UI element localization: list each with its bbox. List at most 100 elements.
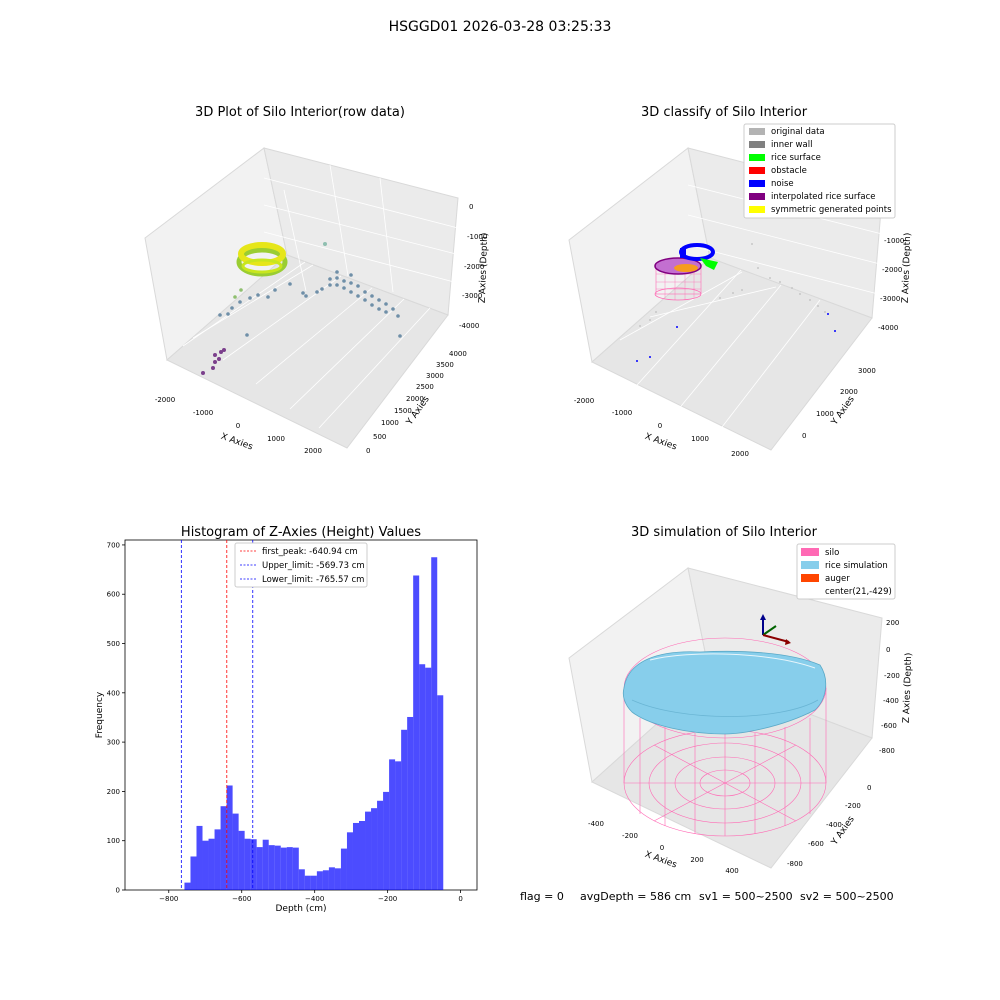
raw-xtick: 1000 bbox=[267, 435, 285, 443]
histogram-bar bbox=[328, 867, 335, 890]
histogram-bar bbox=[334, 868, 341, 890]
histogram-bar bbox=[238, 830, 245, 890]
histogram-bar bbox=[383, 791, 390, 890]
classify-legend: original data inner wall rice surface ob… bbox=[743, 123, 896, 219]
raw-xtick: 0 bbox=[236, 422, 240, 430]
histogram-legend-frame bbox=[234, 542, 368, 588]
classify-cylinder-points bbox=[654, 243, 718, 301]
raw-xlabel: X Axies bbox=[219, 432, 254, 453]
histogram-ytick-label: 700 bbox=[107, 541, 120, 549]
histogram-bar bbox=[184, 882, 191, 890]
simulation-zlabel: Z Axies (Depth) bbox=[902, 653, 914, 724]
panel-simulation-3d: 3D simulation of Silo Interior bbox=[568, 525, 914, 875]
raw-ztick: -2000 bbox=[464, 263, 484, 271]
histogram-bar bbox=[401, 729, 408, 890]
classify-xtick: -1000 bbox=[612, 409, 632, 417]
histogram-xlabel: Depth (cm) bbox=[275, 904, 326, 914]
histogram-bar bbox=[371, 808, 378, 890]
histogram-bar bbox=[365, 811, 372, 890]
classify-ztick: -3000 bbox=[880, 295, 900, 303]
histogram-bar bbox=[274, 845, 281, 890]
raw-xtick: -1000 bbox=[193, 409, 213, 417]
histogram-bar bbox=[244, 838, 251, 890]
status-sv2: sv2 = 500~2500 bbox=[800, 890, 894, 903]
simulation-rice-surface bbox=[622, 650, 827, 735]
histogram-bars bbox=[184, 557, 444, 890]
histogram-ytick-label: 500 bbox=[107, 640, 120, 648]
histogram-y-ticks: 0 100 200 300 400 500 600 700 bbox=[107, 541, 125, 895]
histogram-bar bbox=[413, 575, 420, 890]
simulation-orientation-arrows bbox=[760, 614, 791, 645]
histogram-bar bbox=[389, 759, 396, 890]
legend-swatch-auger bbox=[801, 574, 819, 582]
histogram-bar bbox=[190, 856, 197, 890]
histogram-title: Histogram of Z-Axies (Height) Values bbox=[181, 525, 421, 540]
classify-gridlines bbox=[619, 184, 883, 441]
legend-label-inner-wall: inner wall bbox=[771, 140, 812, 150]
histogram-bar bbox=[346, 832, 353, 890]
classify-zlabel: Z Axies (Depth) bbox=[901, 233, 913, 304]
legend-swatch-symmetric bbox=[749, 206, 765, 213]
classify-legend-frame bbox=[743, 123, 896, 219]
simulation-ytick: -600 bbox=[808, 840, 824, 848]
legend-label-noise: noise bbox=[771, 179, 794, 189]
histogram-xtick-label: −200 bbox=[378, 895, 397, 903]
panel-classify-3d: 3D classify of Silo Interior bbox=[568, 105, 913, 458]
raw-ytick: 2000 bbox=[406, 395, 424, 403]
histogram-bar bbox=[214, 829, 221, 890]
raw-ztick: 0 bbox=[469, 203, 473, 211]
histogram-legend: first_peak: -640.94 cm Upper_limit: -569… bbox=[234, 542, 368, 588]
classify-noise-points bbox=[636, 313, 836, 362]
histogram-bar bbox=[208, 838, 215, 890]
raw-ytick: 500 bbox=[373, 433, 386, 441]
classify-xtick: 1000 bbox=[691, 435, 709, 443]
legend-label-obstacle: obstacle bbox=[771, 166, 807, 176]
legend-label-first-peak: first_peak: -640.94 cm bbox=[262, 547, 358, 557]
histogram-ytick-label: 200 bbox=[107, 788, 120, 796]
legend-label-auger: auger bbox=[825, 574, 850, 584]
histogram-ylabel: Frequency bbox=[95, 691, 105, 738]
simulation-ztick: -400 bbox=[883, 697, 899, 705]
legend-label-rice-surface: rice surface bbox=[771, 153, 821, 163]
legend-label-original: original data bbox=[771, 127, 825, 137]
simulation-ztick: 0 bbox=[886, 646, 890, 654]
legend-swatch-silo bbox=[801, 548, 819, 556]
simulation-ztick: 200 bbox=[886, 619, 899, 627]
histogram-bar bbox=[202, 840, 209, 890]
simulation-xtick: 0 bbox=[660, 844, 664, 852]
raw-zlabel: Z Axies (Depth) bbox=[478, 233, 490, 304]
legend-label-interpolated: interpolated rice surface bbox=[771, 192, 876, 202]
histogram-bar bbox=[286, 847, 293, 890]
raw-gridlines bbox=[182, 164, 459, 429]
simulation-legend-frame bbox=[796, 543, 896, 600]
histogram-bar bbox=[340, 848, 347, 890]
status-line: flag = 0 avgDepth = 586 cm sv1 = 500~250… bbox=[520, 890, 894, 903]
histogram-bar bbox=[310, 875, 317, 890]
histogram-bar bbox=[419, 664, 426, 890]
raw-ztick: -3000 bbox=[462, 292, 482, 300]
histogram-xtick-label: −800 bbox=[159, 895, 178, 903]
raw-ytick: 3500 bbox=[436, 361, 454, 369]
status-sv1: sv1 = 500~2500 bbox=[699, 890, 793, 903]
classify-ztick: -1000 bbox=[884, 237, 904, 245]
status-avg-depth: avgDepth = 586 cm bbox=[580, 890, 691, 903]
histogram-bar bbox=[431, 557, 438, 890]
panel-classify-title: 3D classify of Silo Interior bbox=[641, 105, 808, 120]
raw-ytick: 0 bbox=[366, 447, 370, 455]
histogram-bar bbox=[220, 806, 227, 890]
histogram-bar bbox=[262, 839, 269, 890]
histogram-bar bbox=[232, 813, 239, 890]
histogram-bar bbox=[250, 839, 257, 890]
classify-ztick: -4000 bbox=[878, 324, 898, 332]
legend-label-symmetric: symmetric generated points bbox=[771, 205, 892, 215]
raw-ytick: 1500 bbox=[394, 407, 412, 415]
histogram-bar bbox=[316, 871, 323, 890]
simulation-xtick: 200 bbox=[690, 856, 703, 864]
legend-label-silo: silo bbox=[825, 548, 839, 558]
raw-ytick: 4000 bbox=[449, 350, 467, 358]
legend-label-center: center(21,-429) bbox=[825, 587, 892, 597]
simulation-ytick: -800 bbox=[787, 860, 803, 868]
simulation-xlabel: X Axies bbox=[643, 850, 678, 871]
panel-raw-3d: 3D Plot of Silo Interior(row data) bbox=[144, 105, 490, 455]
legend-swatch-original bbox=[749, 128, 765, 135]
